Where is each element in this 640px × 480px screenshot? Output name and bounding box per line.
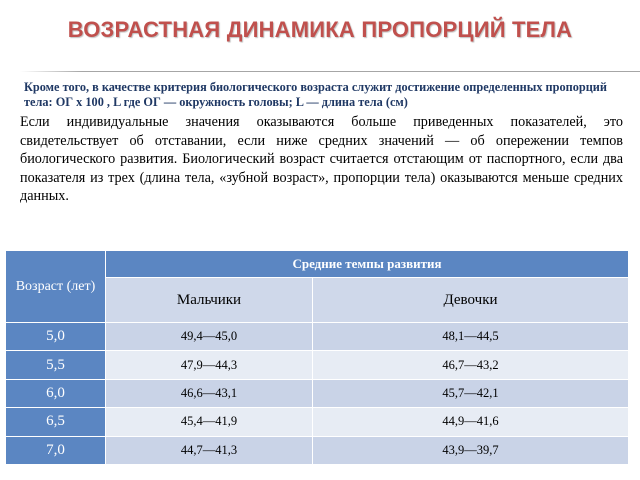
title-divider bbox=[20, 71, 640, 72]
table-subheader-row: Мальчики Девочки bbox=[6, 277, 629, 323]
slide-subtitle: Кроме того, в качестве критерия биологич… bbox=[24, 80, 607, 109]
cell-age: 6,5 bbox=[5, 407, 106, 437]
cell-girls: 43,9—39,7 bbox=[312, 435, 629, 466]
table-row: 5,0 49,4—45,0 48,1—44,5 bbox=[5, 321, 629, 352]
cell-age: 6,0 bbox=[5, 378, 106, 409]
cell-boys: 44,7—41,3 bbox=[105, 435, 313, 466]
header-age: Возраст (лет) bbox=[5, 250, 106, 323]
cell-girls: 45,7—42,1 bbox=[312, 378, 629, 409]
cell-boys: 46,6—43,1 bbox=[105, 378, 313, 409]
table-row: 7,0 44,7—41,3 43,9—39,7 bbox=[5, 435, 629, 466]
header-girls: Девочки bbox=[312, 277, 629, 323]
cell-boys: 47,9—44,3 bbox=[105, 350, 313, 380]
table-row: 6,0 46,6—43,1 45,7—42,1 bbox=[5, 378, 629, 409]
cell-boys: 49,4—45,0 bbox=[105, 321, 313, 352]
cell-girls: 46,7—43,2 bbox=[312, 350, 629, 380]
cell-age: 5,0 bbox=[5, 321, 106, 352]
cell-girls: 44,9—41,6 bbox=[312, 407, 629, 437]
cell-boys: 45,4—41,9 bbox=[105, 407, 313, 437]
cell-age: 7,0 bbox=[5, 435, 106, 466]
cell-age: 5,5 bbox=[5, 350, 106, 380]
header-group: Средние темпы развития bbox=[105, 250, 629, 278]
cell-girls: 48,1—44,5 bbox=[312, 321, 629, 352]
header-boys: Мальчики bbox=[105, 277, 313, 323]
development-table: Возраст (лет) Средние темпы развития Мал… bbox=[5, 250, 629, 466]
table-row: 6,5 45,4—41,9 44,9—41,6 bbox=[5, 407, 629, 437]
table-row: 5,5 47,9—44,3 46,7—43,2 bbox=[5, 350, 629, 380]
body-paragraph: Если индивидуальные значения оказываются… bbox=[20, 114, 623, 205]
slide-title: ВОЗРАСТНАЯ ДИНАМИКА ПРОПОРЦИЙ ТЕЛА bbox=[67, 17, 573, 42]
table-header-row: Возраст (лет) Средние темпы развития bbox=[5, 250, 629, 323]
